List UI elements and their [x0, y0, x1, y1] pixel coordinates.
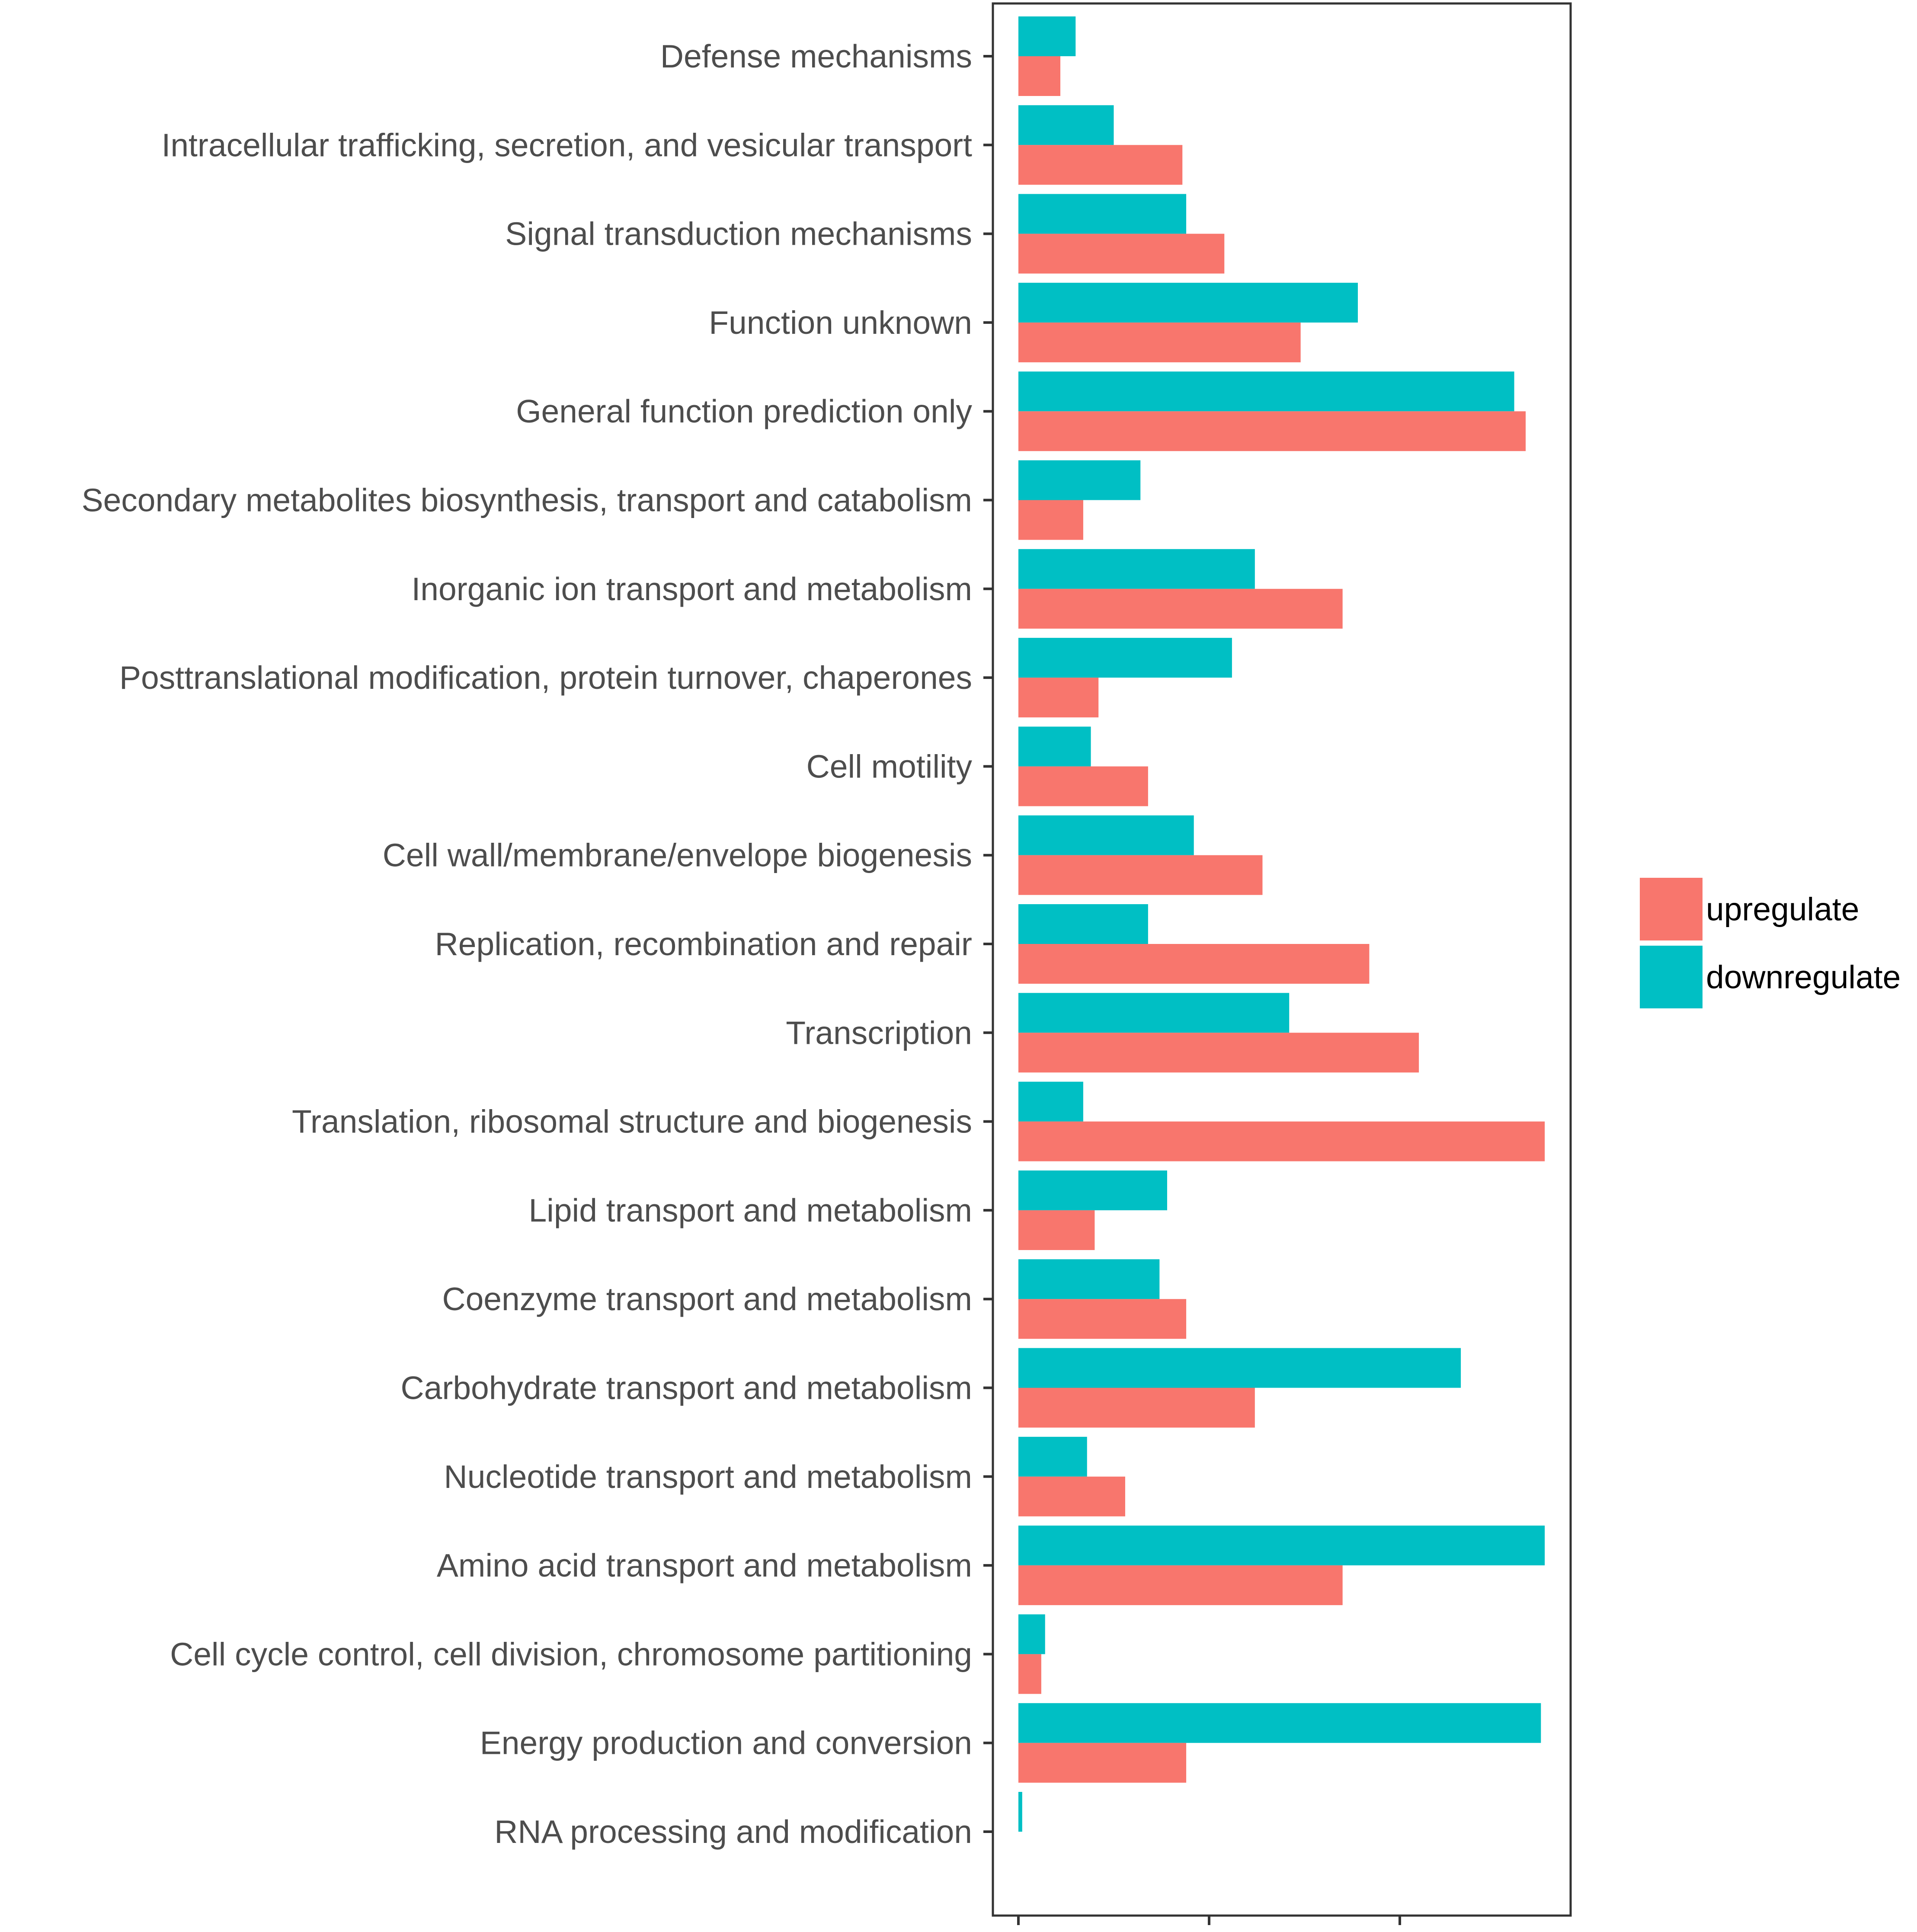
bar-upregulate-2	[1018, 234, 1225, 274]
bar-downregulate-17	[1018, 1526, 1545, 1566]
legend: upregulate downregulate	[1640, 878, 1901, 1008]
x-tick-label-2: 100	[1373, 1926, 1427, 1932]
y-axis: Defense mechanisms Intracellular traffick…	[82, 38, 993, 1850]
category-label-19: Energy production and conversion	[480, 1725, 972, 1761]
legend-key-downregulate	[1640, 946, 1703, 1008]
bar-upregulate-19	[1018, 1743, 1187, 1783]
category-label-12: Translation, ribosomal structure and bio…	[292, 1104, 972, 1140]
category-label-20: RNA processing and modification	[494, 1814, 972, 1850]
bar-upregulate-6	[1018, 589, 1343, 629]
bar-downregulate-4	[1018, 371, 1514, 412]
bar-upregulate-11	[1018, 1033, 1419, 1073]
bar-downregulate-11	[1018, 993, 1290, 1033]
plot-panel-border	[992, 2, 1572, 1917]
category-label-5: Secondary metabolites biosynthesis, tran…	[82, 482, 972, 518]
bar-downregulate-9	[1018, 815, 1194, 855]
category-label-17: Amino acid transport and metabolism	[437, 1547, 972, 1583]
category-label-10: Replication, recombination and repair	[435, 926, 972, 962]
category-label-3: Function unknown	[709, 304, 972, 341]
bar-downregulate-6	[1018, 549, 1255, 589]
category-label-9: Cell wall/membrane/envelope biogenesis	[383, 837, 972, 873]
bar-upregulate-15	[1018, 1388, 1255, 1428]
category-label-0: Defense mechanisms	[660, 38, 972, 74]
legend-label-upregulate: upregulate	[1706, 891, 1859, 928]
category-label-11: Transcription	[786, 1014, 972, 1051]
bar-downregulate-13	[1018, 1170, 1167, 1210]
bar-upregulate-17	[1018, 1565, 1343, 1606]
bar-upregulate-8	[1018, 766, 1148, 806]
bar-downregulate-7	[1018, 638, 1232, 678]
bar-downregulate-8	[1018, 726, 1091, 767]
bar-upregulate-12	[1018, 1121, 1545, 1161]
bar-downregulate-0	[1018, 16, 1076, 56]
category-label-7: Posttranslational modification, protein …	[119, 659, 972, 696]
bar-upregulate-13	[1018, 1210, 1095, 1250]
bar-upregulate-1	[1018, 145, 1183, 185]
bars-group	[1018, 16, 1545, 1832]
bar-upregulate-9	[1018, 855, 1263, 895]
bar-upregulate-0	[1018, 56, 1061, 96]
bar-upregulate-16	[1018, 1476, 1125, 1516]
bar-upregulate-7	[1018, 678, 1099, 718]
category-label-15: Carbohydrate transport and metabolism	[400, 1370, 972, 1406]
bar-upregulate-5	[1018, 500, 1083, 540]
bar-upregulate-4	[1018, 411, 1526, 451]
bar-upregulate-3	[1018, 322, 1301, 362]
bar-upregulate-18	[1018, 1654, 1041, 1694]
bar-downregulate-3	[1018, 282, 1358, 323]
category-label-13: Lipid transport and metabolism	[528, 1192, 972, 1228]
category-label-1: Intracellular trafficking, secretion, an…	[162, 127, 973, 163]
bar-downregulate-20	[1018, 1792, 1022, 1832]
bar-downregulate-10	[1018, 904, 1148, 944]
bar-downregulate-14	[1018, 1259, 1160, 1299]
category-label-2: Signal transduction mechanisms	[505, 216, 972, 252]
bar-upregulate-14	[1018, 1299, 1187, 1339]
bar-downregulate-19	[1018, 1703, 1541, 1743]
bar-downregulate-15	[1018, 1348, 1461, 1388]
category-label-14: Coenzyme transport and metabolism	[442, 1281, 972, 1317]
bar-downregulate-1	[1018, 105, 1114, 145]
legend-key-upregulate	[1640, 878, 1703, 940]
category-label-4: General function prediction only	[516, 393, 972, 429]
category-label-8: Cell motility	[806, 748, 973, 784]
x-tick-label-1: 50	[1191, 1926, 1227, 1932]
bar-downregulate-2	[1018, 194, 1187, 234]
legend-label-downregulate: downregulate	[1706, 959, 1901, 995]
category-label-16: Nucleotide transport and metabolism	[444, 1459, 972, 1495]
bar-downregulate-5	[1018, 460, 1141, 500]
bar-upregulate-10	[1018, 944, 1370, 984]
category-label-18: Cell cycle control, cell division, chrom…	[170, 1636, 972, 1672]
x-tick-label-0: 0	[1009, 1926, 1027, 1932]
bar-downregulate-12	[1018, 1081, 1083, 1122]
category-label-6: Inorganic ion transport and metabolism	[411, 571, 972, 607]
bar-downregulate-16	[1018, 1436, 1087, 1477]
x-axis: 0 50 100	[1009, 1916, 1427, 1932]
bar-downregulate-18	[1018, 1614, 1045, 1654]
